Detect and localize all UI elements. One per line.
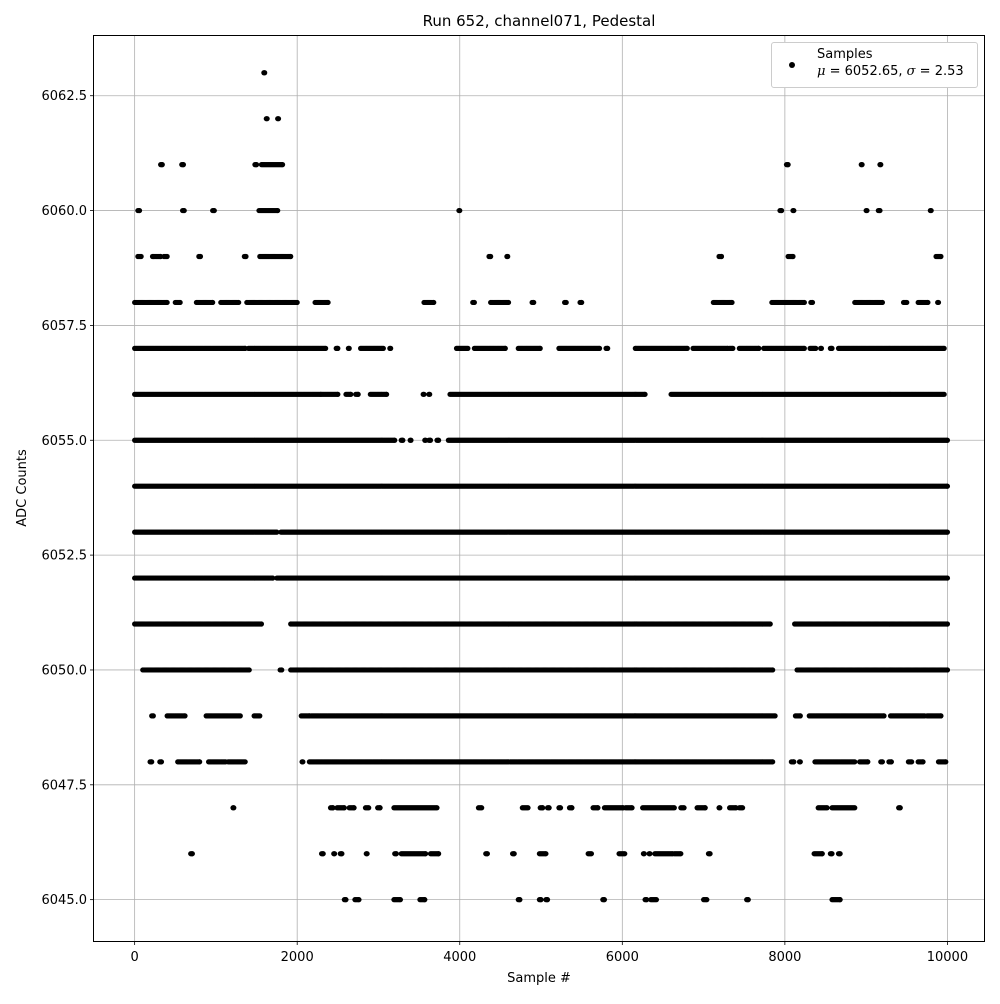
data-point xyxy=(531,300,536,305)
data-point xyxy=(925,300,930,305)
data-point xyxy=(936,300,941,305)
data-point xyxy=(137,208,142,213)
data-point xyxy=(945,484,950,489)
data-point xyxy=(465,346,470,351)
data-point xyxy=(802,300,807,305)
data-point xyxy=(436,438,441,443)
data-point xyxy=(160,162,165,167)
data-point xyxy=(779,208,784,213)
data-point xyxy=(719,254,724,259)
data-point xyxy=(786,162,791,167)
data-point xyxy=(280,162,285,167)
data-point xyxy=(942,346,947,351)
data-point xyxy=(942,392,947,397)
data-point xyxy=(431,300,436,305)
data-point xyxy=(829,346,834,351)
data-point xyxy=(325,300,330,305)
data-point xyxy=(878,162,883,167)
data-point xyxy=(210,300,215,305)
data-point xyxy=(859,162,864,167)
data-point xyxy=(392,438,397,443)
data-point xyxy=(729,300,734,305)
data-point xyxy=(323,346,328,351)
data-point xyxy=(428,438,433,443)
data-point xyxy=(181,162,186,167)
data-point xyxy=(579,300,584,305)
data-point xyxy=(254,162,259,167)
data-point xyxy=(165,254,170,259)
data-point xyxy=(182,208,187,213)
data-point xyxy=(564,300,569,305)
data-point xyxy=(505,254,510,259)
data-point xyxy=(730,346,735,351)
data-point xyxy=(178,300,183,305)
data-point xyxy=(381,346,386,351)
data-point xyxy=(388,346,393,351)
data-point xyxy=(347,346,352,351)
data-point xyxy=(198,254,203,259)
data-point xyxy=(348,392,353,397)
data-point xyxy=(236,300,241,305)
data-point xyxy=(819,346,824,351)
data-point xyxy=(938,254,943,259)
data-point xyxy=(945,575,950,580)
data-point xyxy=(538,346,543,351)
data-point xyxy=(877,208,882,213)
data-point xyxy=(506,300,511,305)
data-point xyxy=(685,346,690,351)
data-point xyxy=(904,300,909,305)
data-point xyxy=(243,254,248,259)
data-point xyxy=(864,208,869,213)
data-point xyxy=(276,116,281,121)
data-point xyxy=(813,346,818,351)
data-point xyxy=(503,346,508,351)
data-point xyxy=(165,300,170,305)
data-point xyxy=(335,346,340,351)
data-point xyxy=(212,208,217,213)
data-point xyxy=(880,300,885,305)
data-point xyxy=(457,208,462,213)
data-point xyxy=(265,116,270,121)
data-point xyxy=(791,208,796,213)
data-point xyxy=(384,392,389,397)
data-point xyxy=(929,208,934,213)
data-point xyxy=(262,70,267,75)
data-point xyxy=(488,254,493,259)
data-point xyxy=(945,438,950,443)
data-point xyxy=(802,346,807,351)
data-point xyxy=(756,346,761,351)
data-point xyxy=(275,208,280,213)
data-point xyxy=(139,254,144,259)
data-point xyxy=(790,254,795,259)
data-point xyxy=(945,530,950,535)
data-point xyxy=(259,621,264,626)
data-point xyxy=(400,438,405,443)
data-point xyxy=(810,300,815,305)
data-point xyxy=(335,392,340,397)
data-point xyxy=(768,621,773,626)
data-point xyxy=(295,300,300,305)
data-point xyxy=(642,392,647,397)
data-point xyxy=(356,392,361,397)
data-point xyxy=(288,254,293,259)
data-point xyxy=(597,346,602,351)
data-point xyxy=(408,438,413,443)
data-point xyxy=(472,300,477,305)
data-point xyxy=(427,392,432,397)
data-point xyxy=(605,346,610,351)
data-point xyxy=(421,392,426,397)
